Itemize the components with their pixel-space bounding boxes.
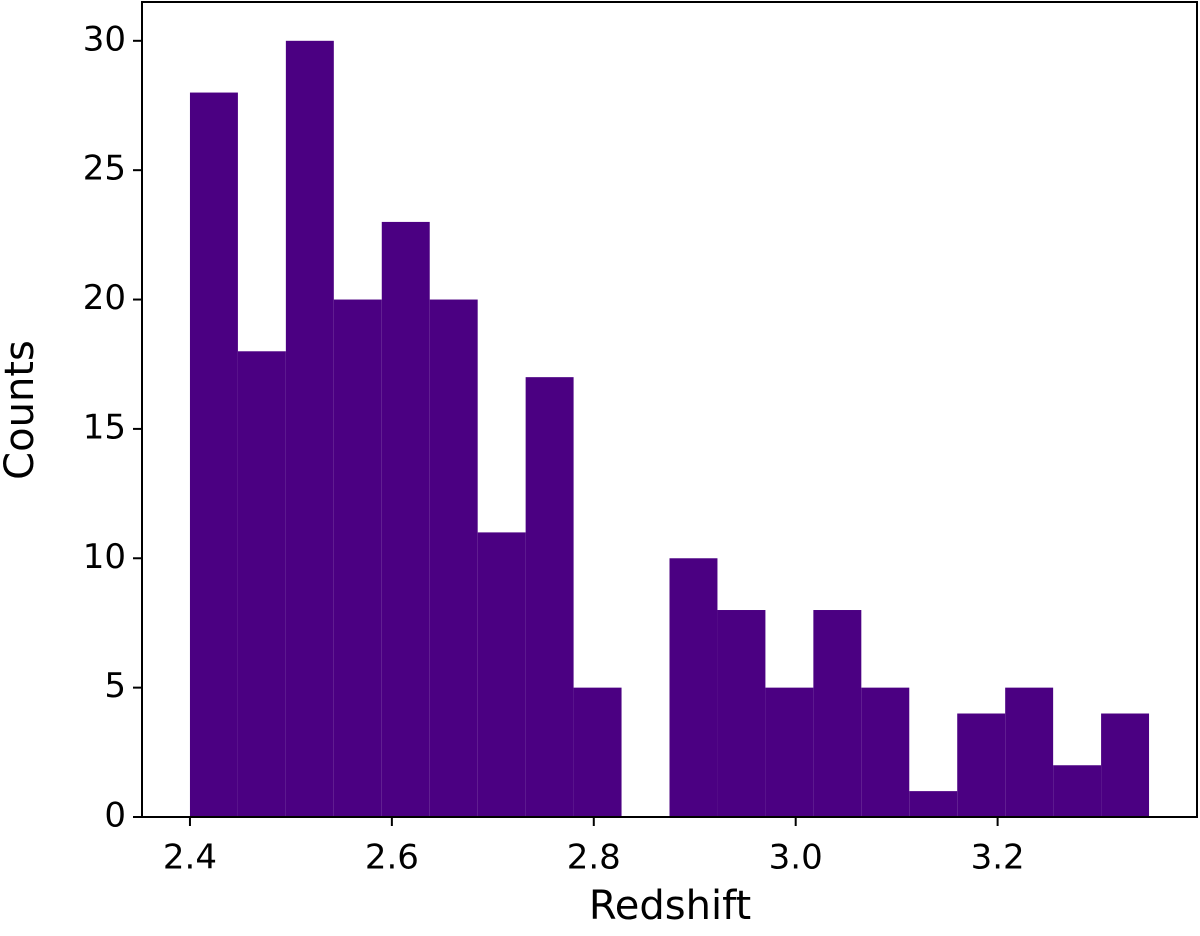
x-tick-label: 2.4 — [163, 838, 217, 878]
bar — [909, 791, 958, 817]
y-tick-label: 5 — [104, 666, 126, 706]
y-tick-label: 25 — [83, 149, 126, 189]
bar — [861, 687, 910, 817]
bar — [285, 40, 334, 818]
bar — [813, 610, 862, 817]
bar — [477, 532, 526, 817]
y-tick-label: 30 — [83, 19, 126, 59]
y-tick-label: 0 — [104, 796, 126, 836]
x-tick-label: 2.6 — [365, 838, 419, 878]
bar — [765, 687, 814, 817]
bar — [333, 299, 382, 817]
x-tick-label: 3.0 — [769, 838, 823, 878]
bar — [1101, 713, 1150, 817]
y-tick-label: 20 — [83, 278, 126, 318]
bar — [669, 558, 718, 817]
bar — [717, 610, 766, 817]
bar — [429, 299, 478, 817]
bar — [381, 221, 430, 817]
x-tick-label: 3.2 — [971, 838, 1025, 878]
x-axis-label: Redshift — [589, 883, 751, 929]
y-tick-label: 15 — [83, 407, 126, 447]
bar — [957, 713, 1006, 817]
bar — [525, 377, 574, 817]
bar — [189, 92, 238, 818]
bar — [1053, 765, 1102, 817]
bar — [237, 351, 286, 817]
y-tick-label: 10 — [83, 537, 126, 577]
bar — [1005, 687, 1054, 817]
y-axis-label: Counts — [0, 340, 43, 480]
plot-frame — [141, 1, 1198, 818]
bar — [573, 687, 622, 817]
x-tick-label: 2.8 — [567, 838, 621, 878]
